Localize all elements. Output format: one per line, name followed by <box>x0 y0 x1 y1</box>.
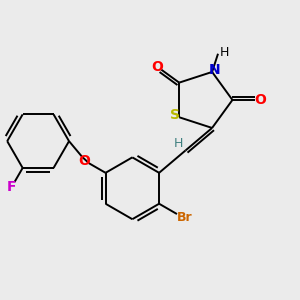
Text: H: H <box>220 46 229 59</box>
Text: Br: Br <box>177 211 193 224</box>
Text: O: O <box>151 59 163 74</box>
Text: S: S <box>170 108 180 122</box>
Text: F: F <box>7 180 16 194</box>
Text: O: O <box>254 93 266 107</box>
Text: N: N <box>209 63 221 76</box>
Text: H: H <box>174 136 183 149</box>
Text: O: O <box>79 154 90 168</box>
